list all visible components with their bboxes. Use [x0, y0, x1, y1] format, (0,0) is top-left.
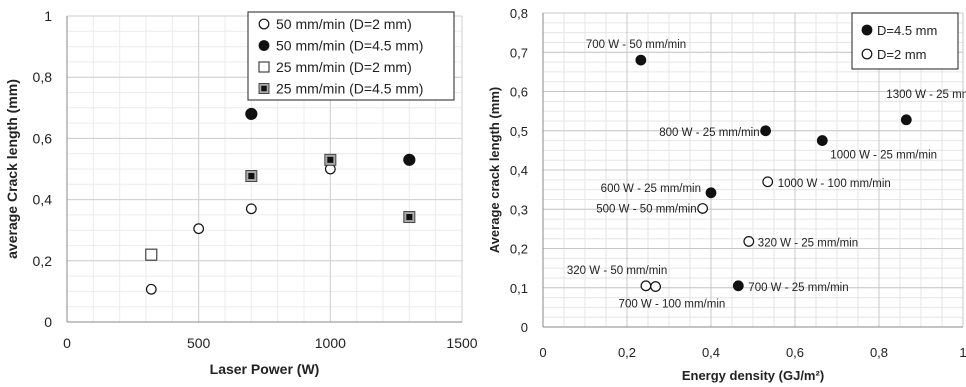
data-point: [635, 54, 647, 66]
data-point: [760, 125, 772, 137]
x-axis-label: Energy density (GJ/m²): [682, 368, 824, 383]
data-label: 500 W - 50 mm/min: [596, 203, 696, 215]
data-label: 320 W - 50 mm/min: [567, 265, 667, 277]
energy-density-chart: 0 0,2 0,4 0,6 0,8 1 0 0,1 0,2 0,3 0,4 0,5 0,6 0,7 0,8 E…: [486, 0, 966, 387]
legend-marker: [258, 18, 270, 30]
y-tick-label: 0,2: [33, 253, 53, 269]
legend-label: D=2 mm: [877, 47, 926, 62]
y-tick-label: 0: [44, 314, 52, 330]
legend-label: D=4.5 mm: [877, 23, 937, 38]
data-point: [650, 281, 661, 292]
data-label: 320 W - 25 mm/min: [758, 237, 858, 249]
legend-label: 50 mm/min (D=2 mm): [276, 16, 412, 32]
data-point: [324, 153, 337, 166]
data-point: [732, 280, 744, 292]
y-tick-label: 0,6: [33, 130, 53, 146]
data-point: [245, 107, 258, 121]
y-tick-label: 0,8: [33, 69, 53, 85]
y-tick-label: 0,4: [33, 192, 53, 208]
data-label: 1000 W - 100 mm/min: [778, 178, 891, 190]
legend-box: [247, 11, 455, 101]
y-tick-label: 0,3: [510, 202, 528, 217]
y-tick-label: 0,6: [510, 85, 528, 100]
x-tick-label: 1: [959, 345, 966, 360]
data-point: [762, 176, 774, 188]
legend-box: [851, 12, 959, 70]
legend-marker: [861, 48, 873, 60]
laser-power-chart: 0 500 1000 1500 0 0,2 0,4 0,6 0,8 1 Laser Power (W…: [0, 0, 478, 387]
x-tick-label: 1500: [446, 335, 477, 351]
data-point: [900, 114, 912, 126]
x-tick-label: 0,8: [870, 345, 888, 360]
y-axis-label: Average crack length (mm): [487, 87, 502, 253]
data-label: 700 W - 50 mm/min: [586, 39, 686, 51]
y-tick-label: 0,7: [510, 45, 528, 60]
data-label: 600 W - 25 mm/min: [601, 183, 701, 195]
data-point: [743, 236, 755, 247]
legend-marker: [258, 40, 270, 51]
legend-marker: [258, 61, 270, 73]
data-label: 1300 W - 25 mm/min: [886, 89, 966, 101]
data-label: 700 W - 100 mm/min: [619, 299, 726, 311]
x-tick-label: 0,2: [618, 345, 636, 360]
data-point: [245, 203, 257, 215]
data-point: [816, 135, 828, 146]
data-label: 700 W - 25 mm/min: [748, 282, 848, 294]
legend-label: 25 mm/min (D=4.5 mm): [276, 81, 423, 97]
data-point: [193, 223, 205, 235]
y-tick-label: 0: [521, 320, 528, 335]
y-tick-label: 0,2: [510, 242, 528, 257]
legend-marker: [861, 24, 873, 36]
data-label: 800 W - 25 mm/min: [659, 127, 759, 139]
y-tick-label: 0,5: [510, 124, 528, 139]
data-point: [403, 153, 416, 166]
legend-label: 50 mm/min (D=4.5 mm): [276, 38, 423, 54]
data-point: [145, 283, 157, 295]
data-point: [245, 170, 258, 183]
x-tick-label: 0,6: [786, 345, 804, 360]
y-tick-label: 0,1: [510, 281, 528, 296]
data-point: [403, 211, 416, 224]
x-tick-label: 0,4: [702, 345, 720, 360]
y-tick-label: 0,4: [510, 163, 528, 178]
data-point: [640, 280, 652, 292]
y-tick-label: 0,8: [510, 6, 528, 21]
laser-power-chart-svg: 0 500 1000 1500 0 0,2 0,4 0,6 0,8 1 Laser Power (W…: [4, 8, 478, 377]
data-label: 1000 W - 25 mm/min: [830, 150, 937, 162]
x-tick-label: 500: [187, 335, 211, 351]
x-axis-label: Laser Power (W): [210, 361, 320, 377]
y-tick-label: 1: [44, 8, 52, 24]
legend-label: 25 mm/min (D=2 mm): [276, 59, 412, 75]
y-axis-label: average Crack length (mm): [4, 79, 20, 259]
data-point: [705, 187, 717, 199]
data-point: [145, 248, 158, 261]
x-tick-label: 0: [539, 345, 546, 360]
legend-marker: [258, 83, 270, 94]
energy-density-chart-svg: 0 0,2 0,4 0,6 0,8 1 0 0,1 0,2 0,3 0,4 0,5 0,6 0,7 0,8 E…: [487, 6, 966, 383]
data-point: [697, 203, 709, 214]
x-tick-label: 1000: [315, 335, 346, 351]
x-tick-label: 0: [63, 335, 71, 351]
